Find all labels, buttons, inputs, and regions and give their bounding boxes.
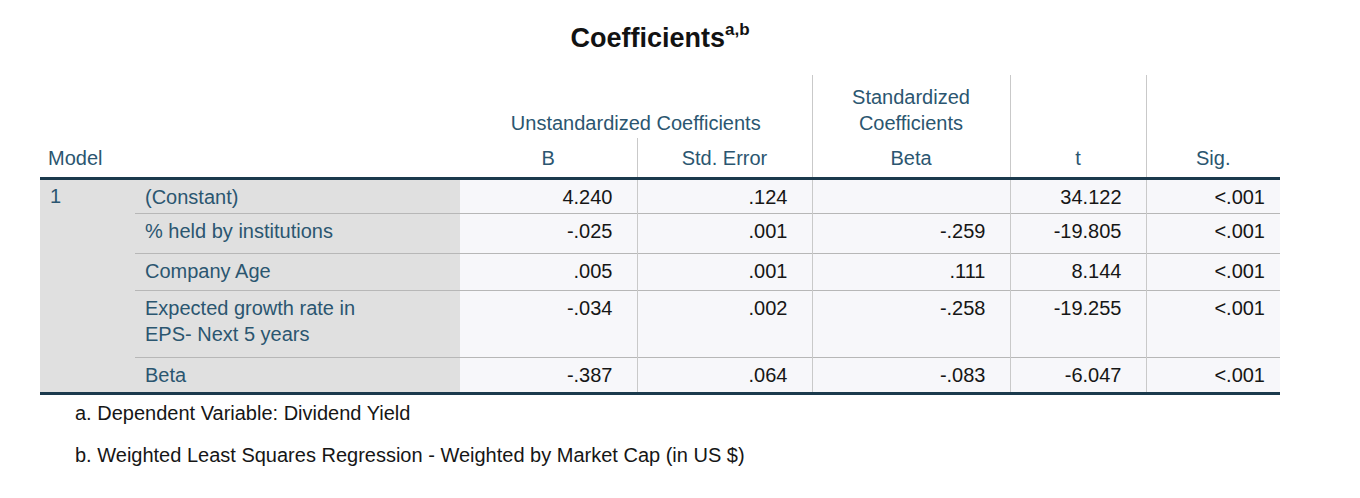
cell-std-error: .002 [637,290,812,357]
spss-coefficients-output: Coefficientsa,b Unstandardized Coefficie… [0,0,1360,498]
header-model: Model [40,138,460,178]
cell-t: -19.255 [1010,290,1146,357]
stub-spacer [40,75,460,138]
cell-sig: <.001 [1146,213,1280,253]
cell-b: 4.240 [460,178,637,213]
footnotes: a. Dependent Variable: Dividend Yield b.… [75,402,745,486]
table-title-text: Coefficients [570,23,725,53]
cell-sig: <.001 [1146,290,1280,357]
table-body: 1 (Constant) 4.240 .124 34.122 <.001 % h… [40,178,1280,393]
table-title-superscript: a,b [725,20,750,39]
cell-beta: .111 [812,253,1010,290]
table-row: Expected growth rate in EPS- Next 5 year… [40,290,1280,357]
header-sig: Sig. [1146,138,1280,178]
group-header-row: Unstandardized Coefficients Standardized… [40,75,1280,138]
header-sig-spacer [1146,75,1280,138]
cell-b: .005 [460,253,637,290]
variable-cell: Expected growth rate in EPS- Next 5 year… [135,290,460,357]
cell-t: -6.047 [1010,357,1146,393]
column-header-row: Model B Std. Error Beta t Sig. [40,138,1280,178]
table-row: 1 (Constant) 4.240 .124 34.122 <.001 [40,178,1280,213]
table-row: % held by institutions -.025 .001 -.259 … [40,213,1280,253]
variable-cell: Company Age [135,253,460,290]
header-unstandardized-coefficients: Unstandardized Coefficients [460,75,812,138]
coefficients-table: Unstandardized Coefficients Standardized… [40,75,1280,395]
model-number-cell: 1 [40,178,135,393]
cell-b: -.387 [460,357,637,393]
table-row: Beta -.387 .064 -.083 -6.047 <.001 [40,357,1280,393]
header-b: B [460,138,637,178]
cell-beta: -.259 [812,213,1010,253]
cell-t: -19.805 [1010,213,1146,253]
header-beta: Beta [812,138,1010,178]
cell-sig: <.001 [1146,253,1280,290]
cell-t: 34.122 [1010,178,1146,213]
table-header: Unstandardized Coefficients Standardized… [40,75,1280,178]
header-t-spacer [1010,75,1146,138]
cell-std-error: .001 [637,213,812,253]
variable-cell: % held by institutions [135,213,460,253]
cell-t: 8.144 [1010,253,1146,290]
cell-sig: <.001 [1146,178,1280,213]
variable-cell: Beta [135,357,460,393]
header-t: t [1010,138,1146,178]
footnote-a: a. Dependent Variable: Dividend Yield [75,402,745,424]
cell-std-error: .001 [637,253,812,290]
cell-std-error: .124 [637,178,812,213]
header-std-error: Std. Error [637,138,812,178]
table-title: Coefficientsa,b [40,22,1280,54]
cell-std-error: .064 [637,357,812,393]
cell-b: -.034 [460,290,637,357]
cell-beta [812,178,1010,213]
cell-beta: -.083 [812,357,1010,393]
cell-b: -.025 [460,213,637,253]
header-standardized-coefficients: Standardized Coefficients [812,75,1010,138]
cell-sig: <.001 [1146,357,1280,393]
footnote-b: b. Weighted Least Squares Regression - W… [75,444,745,466]
variable-cell: (Constant) [135,178,460,213]
cell-beta: -.258 [812,290,1010,357]
table-row: Company Age .005 .001 .111 8.144 <.001 [40,253,1280,290]
